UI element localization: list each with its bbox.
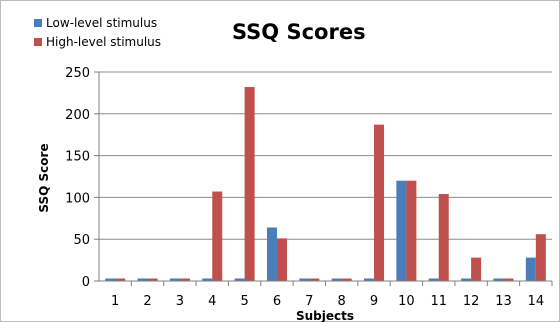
x-tick-label: 6	[273, 294, 281, 309]
x-tick-label: 2	[143, 294, 151, 309]
x-tick-label: 3	[176, 294, 184, 309]
bar-low-subject-2	[137, 278, 148, 281]
bars	[105, 87, 546, 281]
bar-high-subject-12	[471, 257, 482, 281]
bar-low-subject-7	[299, 278, 310, 281]
x-tick-label: 13	[495, 294, 512, 309]
x-tick-label: 12	[463, 294, 480, 309]
bar-low-subject-12	[461, 278, 472, 281]
bar-low-subject-11	[428, 278, 439, 281]
bar-low-subject-3	[169, 278, 180, 281]
y-tick-label: 50	[73, 233, 90, 248]
bar-high-subject-13	[503, 278, 514, 281]
x-tick-label: 9	[370, 294, 378, 309]
legend: Low-level stimulus High-level stimulus	[34, 13, 161, 51]
bar-low-subject-1	[105, 278, 116, 281]
y-tick-label: 150	[65, 150, 90, 165]
legend-item-low: Low-level stimulus	[34, 13, 161, 32]
x-axis-label: Subjects	[296, 309, 354, 322]
x-tick-label: 11	[430, 294, 447, 309]
bar-high-subject-1	[115, 278, 126, 281]
y-tick-label: 200	[65, 108, 90, 123]
legend-item-high: High-level stimulus	[34, 32, 161, 51]
bar-high-subject-14	[535, 234, 546, 281]
x-tick-label: 7	[305, 294, 313, 309]
y-tick-label: 250	[65, 66, 90, 81]
bar-high-subject-7	[309, 278, 320, 281]
y-tick-label: 100	[65, 191, 90, 206]
bar-high-subject-2	[147, 278, 158, 281]
bar-high-subject-11	[438, 194, 449, 281]
bar-low-subject-8	[331, 278, 342, 281]
x-axis-ticks: 1 2 3 4 5 6 7 8 9 10 11 12 13 14	[111, 281, 553, 309]
bar-low-subject-14	[525, 257, 536, 281]
bar-high-subject-4	[212, 191, 223, 281]
bar-high-subject-10	[406, 180, 417, 281]
legend-swatch-low	[34, 18, 42, 27]
bar-high-subject-6	[276, 238, 287, 281]
legend-label-high: High-level stimulus	[46, 34, 162, 49]
bar-high-subject-8	[341, 278, 352, 281]
bar-low-subject-13	[493, 278, 504, 281]
legend-label-low: Low-level stimulus	[46, 15, 158, 30]
bar-high-subject-9	[374, 124, 385, 281]
bar-low-subject-4	[202, 278, 213, 281]
bar-low-subject-9	[364, 278, 375, 281]
legend-swatch-high	[34, 37, 42, 46]
bar-low-subject-5	[234, 278, 245, 281]
bar-high-subject-5	[244, 87, 255, 281]
bar-high-subject-3	[179, 278, 190, 281]
bar-low-subject-6	[266, 227, 277, 281]
y-tick-label: 0	[82, 275, 90, 290]
gridlines	[99, 71, 552, 240]
y-axis-ticks: 0 50 100 150 200 250	[65, 66, 99, 290]
chart-title: SSQ Scores	[232, 20, 366, 44]
x-tick-label: 4	[208, 294, 216, 309]
bar-low-subject-10	[396, 180, 407, 281]
x-tick-label: 14	[528, 294, 545, 309]
x-tick-label: 5	[240, 294, 248, 309]
x-tick-label: 10	[398, 294, 415, 309]
y-axis-label: SSQ Score	[37, 143, 51, 212]
x-tick-label: 8	[338, 294, 346, 309]
x-tick-label: 1	[111, 294, 119, 309]
